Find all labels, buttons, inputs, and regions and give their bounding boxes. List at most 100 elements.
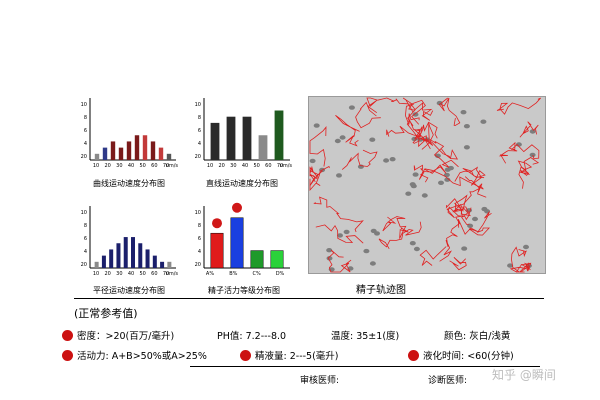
chart-avgpath-caption: 平径运动速度分布图 (93, 286, 165, 295)
sperm-head (405, 191, 412, 196)
x-tick-label: D% (276, 271, 285, 277)
sperm-head (326, 256, 333, 261)
red-dot-icon (408, 349, 419, 361)
sperm-head (348, 105, 355, 110)
sperm-head (438, 180, 444, 185)
trajectory-line (413, 164, 447, 180)
bar (131, 237, 135, 268)
y-tick-label: 4 (84, 249, 87, 255)
red-dot-icon (62, 349, 73, 361)
sperm-head (313, 123, 320, 128)
bar (94, 153, 100, 160)
sperm-head (421, 193, 428, 198)
x-tick-label: 40 (128, 163, 134, 169)
reviewer-signature-label: 审核医师: (300, 376, 340, 386)
sperm-track-svg (309, 97, 541, 273)
y-tick-label: 10 (81, 102, 87, 108)
sperm-head (529, 152, 536, 158)
sperm-head (369, 261, 376, 266)
y-tick-label: 6 (84, 236, 87, 242)
reference-liquefaction: 液化时间: <60(分钟) (408, 348, 514, 362)
trajectory-line (309, 126, 327, 167)
trajectory-line (449, 257, 467, 271)
trajectory-line (419, 168, 487, 198)
trajectory-line (418, 121, 438, 150)
y-tick-label: 20 (81, 154, 87, 160)
sperm-head (309, 158, 316, 164)
red-dot-icon (62, 329, 73, 341)
y-tick-label: 20 (195, 262, 201, 268)
trajectory-line (366, 97, 414, 114)
trajectory-line (355, 101, 381, 129)
bar (152, 255, 157, 268)
x-tick-label: 40 (128, 271, 134, 277)
y-tick-label: 6 (198, 236, 201, 242)
bar (109, 249, 114, 268)
x-tick-label: C% (253, 271, 261, 277)
reference-density-text: 密度：>20(百万/毫升) (77, 331, 175, 342)
x-tick-label: 70 (163, 163, 169, 169)
x-tick-label: 50 (253, 163, 259, 169)
x-unit-label: um/s (280, 163, 293, 169)
sperm-head (413, 246, 420, 252)
x-tick-label: A% (206, 271, 214, 277)
trajectory-line (309, 165, 323, 186)
bar (150, 141, 156, 160)
x-tick-label: 10 (93, 271, 99, 277)
y-tick-label: 4 (198, 249, 201, 255)
trajectory-line (446, 176, 481, 221)
trajectory-line (315, 224, 364, 244)
trajectory-line (313, 196, 364, 233)
trajectory-line (408, 99, 434, 125)
bar (210, 232, 224, 269)
bar (160, 261, 165, 268)
bar (126, 141, 132, 160)
reference-liquefaction-text: 液化时间: <60(分钟) (423, 351, 514, 362)
bar (158, 147, 164, 160)
x-tick-label: 60 (265, 163, 271, 169)
bar (167, 261, 172, 268)
sperm-head (370, 228, 377, 234)
sperm-head (339, 135, 346, 140)
y-tick-label: 6 (198, 128, 201, 134)
sperm-head (443, 172, 450, 178)
x-tick-label: 70 (277, 163, 283, 169)
x-unit-label: um/s (166, 271, 179, 277)
bar (102, 147, 108, 160)
x-tick-label: 40 (242, 163, 248, 169)
y-tick-label: 10 (195, 102, 201, 108)
sperm-head (507, 263, 514, 268)
trajectory-line (439, 198, 463, 262)
sperm-head (412, 172, 419, 177)
x-tick-label: 10 (207, 163, 213, 169)
sperm-head (472, 216, 478, 222)
reference-motility-text: 活动力: A+B>50%或A>25% (77, 351, 207, 362)
sperm-head (336, 173, 342, 178)
watermark-text: 知乎 @瞬间 (492, 368, 556, 382)
chart-grade-caption: 精子活力等级分布图 (208, 286, 280, 295)
bar (123, 237, 128, 268)
reference-title: (正常参考值) (74, 307, 138, 320)
sperm-head (467, 223, 474, 228)
sperm-head (515, 142, 522, 147)
sperm-head (409, 241, 416, 246)
trajectory-line (378, 221, 422, 250)
y-tick-label: 8 (84, 115, 87, 121)
trajectory-line (457, 211, 492, 236)
bar (258, 135, 268, 160)
trajectory-line (511, 246, 532, 273)
bar (166, 153, 172, 160)
bar (116, 243, 121, 268)
chart-linear-velocity: 10 8 6 4 20 10 20 30 40 50 60 70 um/s (72, 92, 182, 172)
trajectory-line (327, 249, 352, 273)
y-tick-label: 8 (198, 115, 201, 121)
sperm-head (389, 157, 396, 162)
reference-volume-text: 精液量: 2---5(毫升) (255, 351, 339, 362)
trajectory-line (309, 165, 330, 192)
divider-top (74, 298, 544, 299)
reference-color: 颜色: 灰白/浅黄 (444, 328, 510, 342)
sperm-head (412, 112, 419, 117)
sperm-head (529, 129, 536, 134)
